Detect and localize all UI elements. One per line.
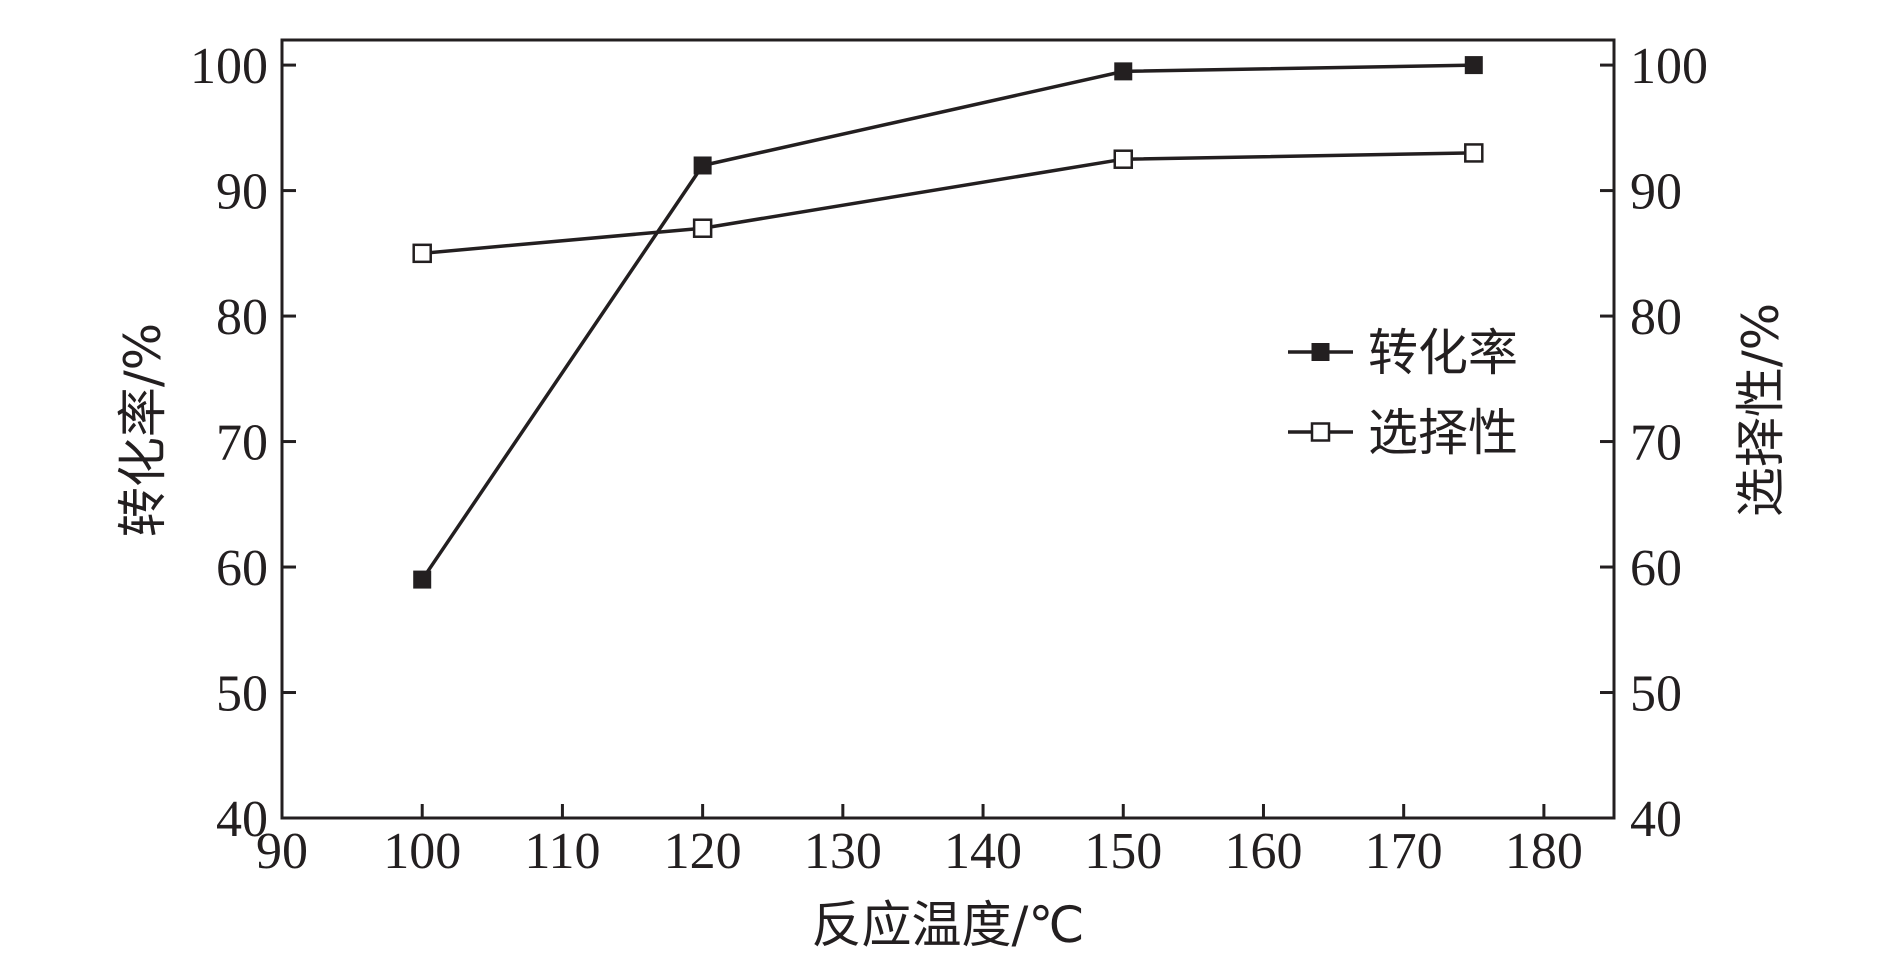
series-line-selectivity (422, 151, 1474, 256)
x-tick-label: 110 (524, 823, 600, 880)
x-axis-title: 反应温度/℃ (812, 896, 1085, 954)
series-layer (412, 56, 1484, 589)
y-right-tick-label: 50 (1630, 666, 1682, 723)
y-left-tick-label: 100 (190, 38, 268, 95)
x-tick-label: 160 (1224, 823, 1302, 880)
x-tick-label: 130 (804, 823, 882, 880)
data-point-conversion (413, 570, 432, 589)
y-left-tick-label: 60 (216, 540, 268, 597)
y-axis-right-title: 选择性/% (1732, 303, 1790, 517)
x-tick-label: 140 (944, 823, 1022, 880)
data-point-selectivity (692, 218, 713, 238)
y-left-tick-label: 40 (216, 791, 268, 848)
data-point-selectivity (1464, 143, 1484, 163)
y-right-tick-label: 100 (1630, 38, 1708, 95)
x-tick-label: 120 (664, 823, 742, 880)
x-tick-label: 150 (1084, 823, 1162, 880)
legend-marker (1311, 343, 1330, 361)
x-tick-label: 170 (1365, 823, 1443, 880)
y-left-tick-label: 70 (216, 415, 268, 472)
data-point-selectivity (412, 243, 432, 264)
y-left-tick-label: 80 (216, 289, 268, 346)
y-left-tick-label: 90 (216, 164, 268, 221)
y-left-tick-label: 50 (216, 666, 268, 723)
plot-frame (280, 38, 1616, 820)
legend-label: 选择性 (1368, 404, 1518, 462)
data-point-conversion (1464, 56, 1483, 75)
legend-marker (1310, 422, 1331, 442)
ticks-layer: 90 100 110 120 130 140 150 160 170 180 40 50 60 70 80 9… (190, 38, 1708, 880)
y-axis-left-title: 转化率/% (114, 323, 172, 537)
x-tick-label: 90 (256, 823, 308, 880)
legend-label: 转化率 (1368, 324, 1518, 382)
y-right-tick-label: 60 (1630, 540, 1682, 597)
series-line-conversion (420, 63, 1474, 581)
data-point-conversion (693, 156, 712, 175)
y-right-tick-label: 90 (1630, 164, 1682, 221)
y-right-tick-label: 70 (1630, 415, 1682, 472)
y-right-tick-label: 40 (1630, 791, 1682, 848)
data-point-selectivity (1113, 149, 1134, 169)
data-point-conversion (1114, 62, 1133, 81)
x-tick-label: 100 (383, 823, 461, 880)
x-tick-label: 180 (1505, 823, 1583, 880)
y-right-tick-label: 80 (1630, 289, 1682, 346)
